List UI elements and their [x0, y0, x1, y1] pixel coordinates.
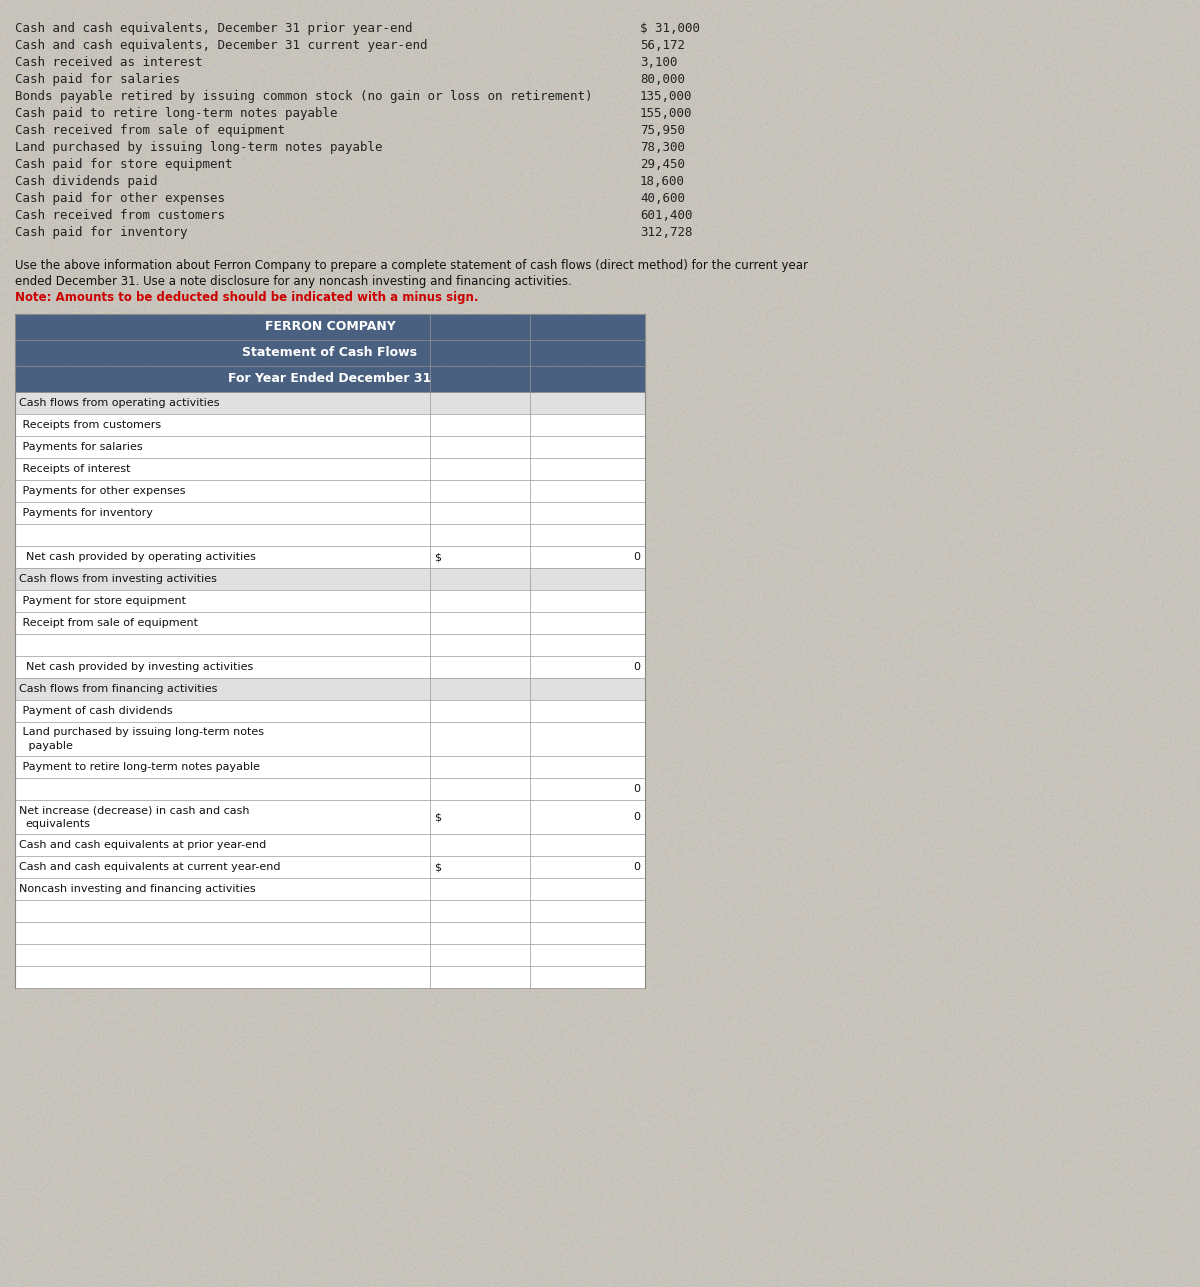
- Text: $: $: [434, 812, 442, 822]
- Bar: [14, 340, 646, 366]
- Text: Payment to retire long-term notes payable: Payment to retire long-term notes payabl…: [19, 762, 260, 772]
- Bar: [14, 393, 646, 414]
- Text: Cash paid for other expenses: Cash paid for other expenses: [14, 192, 226, 205]
- Text: Net cash provided by operating activities: Net cash provided by operating activitie…: [19, 552, 256, 562]
- Text: 80,000: 80,000: [640, 73, 685, 86]
- Text: 56,172: 56,172: [640, 39, 685, 51]
- Text: Cash and cash equivalents at current year-end: Cash and cash equivalents at current yea…: [19, 862, 281, 873]
- Bar: [14, 967, 646, 988]
- Bar: [14, 502, 646, 524]
- Bar: [14, 678, 646, 700]
- Text: Cash and cash equivalents, December 31 prior year-end: Cash and cash equivalents, December 31 p…: [14, 22, 413, 35]
- Text: $: $: [434, 552, 442, 562]
- Bar: [14, 755, 646, 779]
- Bar: [14, 613, 646, 634]
- Bar: [14, 546, 646, 568]
- Text: Cash flows from financing activities: Cash flows from financing activities: [19, 683, 217, 694]
- Text: Cash received from sale of equipment: Cash received from sale of equipment: [14, 124, 286, 136]
- Text: 40,600: 40,600: [640, 192, 685, 205]
- Text: 78,300: 78,300: [640, 142, 685, 154]
- Text: FERRON COMPANY: FERRON COMPANY: [265, 320, 395, 333]
- Text: Bonds payable retired by issuing common stock (no gain or loss on retirement): Bonds payable retired by issuing common …: [14, 90, 593, 103]
- Text: 135,000: 135,000: [640, 90, 692, 103]
- Text: Statement of Cash Flows: Statement of Cash Flows: [242, 346, 418, 359]
- Bar: [14, 568, 646, 589]
- Text: equivalents: equivalents: [25, 820, 90, 830]
- Bar: [14, 700, 646, 722]
- Text: Receipts from customers: Receipts from customers: [19, 420, 161, 430]
- Text: Cash flows from investing activities: Cash flows from investing activities: [19, 574, 217, 584]
- Text: Payments for other expenses: Payments for other expenses: [19, 486, 186, 495]
- Bar: [14, 524, 646, 546]
- Text: 75,950: 75,950: [640, 124, 685, 136]
- Bar: [14, 458, 646, 480]
- Text: $ 31,000: $ 31,000: [640, 22, 700, 35]
- Text: Cash paid for salaries: Cash paid for salaries: [14, 73, 180, 86]
- Text: Receipts of interest: Receipts of interest: [19, 465, 131, 474]
- Text: Net increase (decrease) in cash and cash: Net increase (decrease) in cash and cash: [19, 806, 250, 815]
- Bar: [14, 921, 646, 943]
- Text: Payment for store equipment: Payment for store equipment: [19, 596, 186, 606]
- Bar: [14, 834, 646, 856]
- Text: Cash flows from operating activities: Cash flows from operating activities: [19, 398, 220, 408]
- Text: Land purchased by issuing long-term notes: Land purchased by issuing long-term note…: [19, 727, 264, 737]
- Text: Cash received as interest: Cash received as interest: [14, 57, 203, 69]
- Bar: [14, 589, 646, 613]
- Text: 29,450: 29,450: [640, 158, 685, 171]
- Bar: [14, 943, 646, 967]
- Text: 155,000: 155,000: [640, 107, 692, 120]
- Text: 0: 0: [634, 552, 640, 562]
- Text: Cash paid for store equipment: Cash paid for store equipment: [14, 158, 233, 171]
- Text: 3,100: 3,100: [640, 57, 678, 69]
- Bar: [14, 722, 646, 755]
- Text: ended December 31. Use a note disclosure for any noncash investing and financing: ended December 31. Use a note disclosure…: [14, 275, 571, 288]
- Bar: [14, 480, 646, 502]
- Bar: [14, 801, 646, 834]
- Text: payable: payable: [25, 741, 73, 752]
- Text: Note: Amounts to be deducted should be indicated with a minus sign.: Note: Amounts to be deducted should be i…: [14, 291, 479, 304]
- Text: Cash received from customers: Cash received from customers: [14, 208, 226, 221]
- Text: Cash and cash equivalents at prior year-end: Cash and cash equivalents at prior year-…: [19, 840, 266, 849]
- Bar: [14, 656, 646, 678]
- Bar: [14, 366, 646, 393]
- Text: Noncash investing and financing activities: Noncash investing and financing activiti…: [19, 884, 256, 894]
- Text: Cash paid for inventory: Cash paid for inventory: [14, 227, 187, 239]
- Text: Payment of cash dividends: Payment of cash dividends: [19, 707, 173, 716]
- Text: 0: 0: [634, 784, 640, 794]
- Text: Payments for salaries: Payments for salaries: [19, 441, 143, 452]
- Bar: [14, 900, 646, 921]
- Bar: [14, 878, 646, 900]
- Bar: [14, 414, 646, 436]
- Text: Net cash provided by investing activities: Net cash provided by investing activitie…: [19, 662, 253, 672]
- Text: Cash and cash equivalents, December 31 current year-end: Cash and cash equivalents, December 31 c…: [14, 39, 427, 51]
- Text: Land purchased by issuing long-term notes payable: Land purchased by issuing long-term note…: [14, 142, 383, 154]
- Bar: [14, 634, 646, 656]
- Text: 312,728: 312,728: [640, 227, 692, 239]
- Text: Receipt from sale of equipment: Receipt from sale of equipment: [19, 618, 198, 628]
- Text: Cash dividends paid: Cash dividends paid: [14, 175, 157, 188]
- Text: 18,600: 18,600: [640, 175, 685, 188]
- Bar: [14, 856, 646, 878]
- Bar: [14, 779, 646, 801]
- Bar: [14, 436, 646, 458]
- Text: $: $: [434, 862, 442, 873]
- Text: Payments for inventory: Payments for inventory: [19, 508, 152, 517]
- Text: 0: 0: [634, 862, 640, 873]
- Text: 601,400: 601,400: [640, 208, 692, 221]
- Text: Cash paid to retire long-term notes payable: Cash paid to retire long-term notes paya…: [14, 107, 337, 120]
- Text: 0: 0: [634, 662, 640, 672]
- Text: 0: 0: [634, 812, 640, 822]
- Text: For Year Ended December 31: For Year Ended December 31: [228, 372, 432, 386]
- Text: Use the above information about Ferron Company to prepare a complete statement o: Use the above information about Ferron C…: [14, 259, 808, 272]
- Bar: [14, 314, 646, 340]
